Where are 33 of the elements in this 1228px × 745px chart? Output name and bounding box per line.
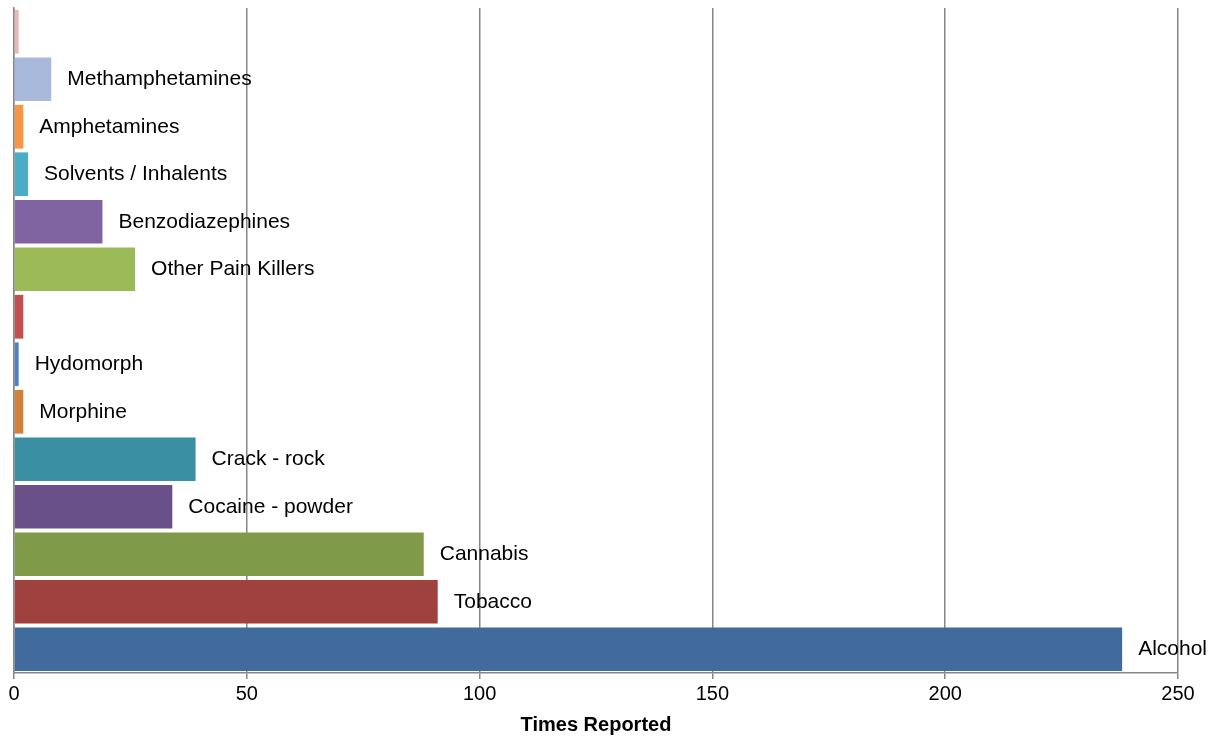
y-tick-label: Benzodiazephines — [118, 208, 291, 232]
bar — [14, 104, 24, 149]
y-tick-label: Morphine — [39, 398, 127, 422]
bar — [14, 484, 173, 529]
bar — [14, 579, 438, 624]
bar — [14, 627, 1123, 672]
bar — [14, 199, 103, 244]
y-tick-label: Solvents / Inhalents — [43, 161, 228, 185]
bar — [14, 437, 196, 482]
bar — [14, 389, 24, 434]
y-tick-label: Crack - rock — [211, 446, 326, 470]
bar — [14, 532, 424, 577]
x-tick-label: 50 — [235, 681, 258, 704]
x-tick-label: 0 — [8, 681, 20, 704]
x-tick-label: 250 — [1161, 681, 1195, 704]
y-tick-label: Cocaine - powder — [188, 493, 353, 517]
bar — [14, 57, 52, 102]
y-tick-label: Tobacco — [453, 588, 532, 612]
x-axis-title: Times Reported — [520, 712, 672, 735]
bar — [14, 342, 19, 387]
y-tick-label: Alcohol — [1138, 636, 1208, 660]
y-tick-label: Hydomorph — [34, 351, 144, 375]
x-tick-label: 200 — [928, 681, 962, 704]
bar — [14, 247, 136, 292]
x-tick-label: 100 — [462, 681, 497, 704]
y-tick-label: Other Pain Killers — [151, 256, 315, 280]
bar — [14, 294, 24, 339]
x-tick-label: 150 — [695, 681, 730, 704]
y-tick-label: Amphetamines — [39, 113, 180, 137]
bar — [14, 9, 19, 54]
y-tick-label: Methamphetamines — [67, 66, 252, 90]
y-tick-label: Cannabis — [439, 541, 529, 565]
bar — [14, 152, 28, 197]
